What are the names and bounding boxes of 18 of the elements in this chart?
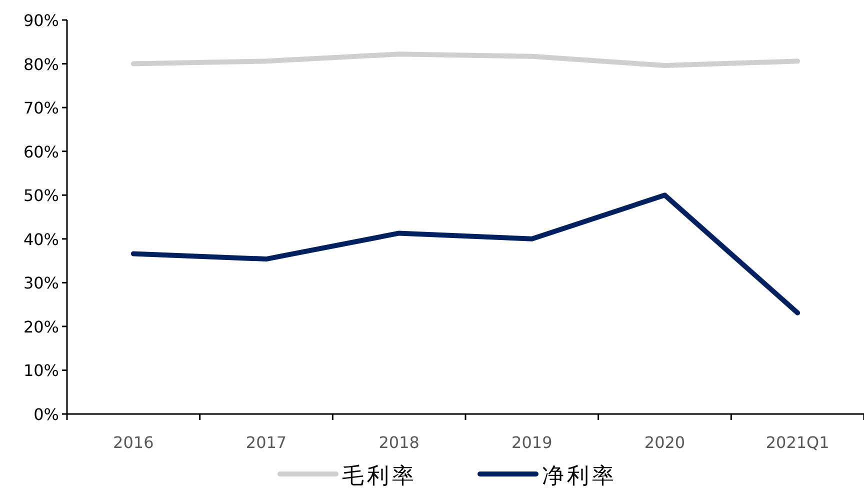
y-tick-label: 50% <box>23 186 59 206</box>
y-tick-label: 80% <box>23 54 59 74</box>
y-tick-label: 10% <box>23 361 59 380</box>
legend-label: 净利率 <box>542 464 617 489</box>
y-tick-label: 40% <box>23 230 59 249</box>
x-tick-label: 2020 <box>644 433 686 452</box>
x-tick-label: 2017 <box>246 433 287 452</box>
y-tick-label: 20% <box>23 317 59 336</box>
x-tick-label: 2016 <box>113 433 154 452</box>
y-tick-label: 90% <box>23 11 59 30</box>
y-tick-label: 60% <box>23 142 59 162</box>
x-tick-label: 2018 <box>378 433 420 452</box>
y-tick-label: 30% <box>23 274 59 293</box>
y-tick-label: 70% <box>23 98 59 118</box>
x-tick-label: 2021Q1 <box>766 433 830 452</box>
y-tick-label: 0% <box>34 405 59 424</box>
x-tick-label: 2019 <box>512 433 552 452</box>
legend-label: 毛利率 <box>342 464 417 489</box>
